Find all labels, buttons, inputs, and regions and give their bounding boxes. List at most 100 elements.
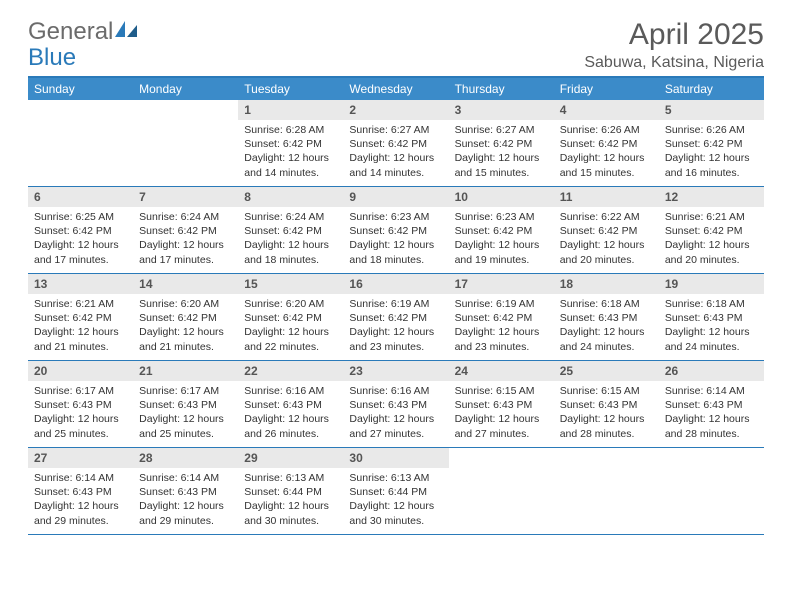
sunrise-label: Sunrise: [349, 472, 390, 484]
page-title: April 2025 [584, 18, 764, 52]
calendar-day: 16Sunrise: 6:19 AMSunset: 6:42 PMDayligh… [343, 274, 448, 360]
daylight-label: Daylight: [244, 326, 288, 338]
weekday-header-row: SundayMondayTuesdayWednesdayThursdayFrid… [28, 78, 764, 100]
calendar-week: 27Sunrise: 6:14 AMSunset: 6:43 PMDayligh… [28, 448, 764, 535]
sunrise-label: Sunrise: [349, 298, 390, 310]
sunrise-value: 6:23 AM [391, 211, 430, 223]
day-number: 1 [238, 100, 343, 120]
sunset-label: Sunset: [244, 312, 283, 324]
calendar-day: 8Sunrise: 6:24 AMSunset: 6:42 PMDaylight… [238, 187, 343, 273]
weekday-header: Thursday [449, 78, 554, 100]
sunset-label: Sunset: [244, 225, 283, 237]
day-details: Sunrise: 6:21 AMSunset: 6:42 PMDaylight:… [659, 207, 764, 273]
calendar-day: .. [449, 448, 554, 534]
day-details: Sunrise: 6:26 AMSunset: 6:42 PMDaylight:… [554, 120, 659, 186]
sunrise-value: 6:13 AM [286, 472, 325, 484]
day-number: 25 [554, 361, 659, 381]
logo-text-b: Blue [28, 44, 76, 72]
sunset-value: 6:42 PM [703, 138, 742, 150]
sunset-value: 6:42 PM [493, 138, 532, 150]
logo-sail-icon [115, 21, 137, 37]
calendar-week: 20Sunrise: 6:17 AMSunset: 6:43 PMDayligh… [28, 361, 764, 448]
sunset-label: Sunset: [455, 225, 494, 237]
weekday-header: Friday [554, 78, 659, 100]
day-number: 2 [343, 100, 448, 120]
calendar-day: 29Sunrise: 6:13 AMSunset: 6:44 PMDayligh… [238, 448, 343, 534]
sunrise-label: Sunrise: [349, 124, 390, 136]
day-number: 10 [449, 187, 554, 207]
day-number: 15 [238, 274, 343, 294]
sunset-label: Sunset: [139, 312, 178, 324]
calendar-day: 2Sunrise: 6:27 AMSunset: 6:42 PMDaylight… [343, 100, 448, 186]
sunrise-label: Sunrise: [244, 298, 285, 310]
sunrise-value: 6:19 AM [391, 298, 430, 310]
sunset-label: Sunset: [349, 399, 388, 411]
day-number: 6 [28, 187, 133, 207]
sunset-value: 6:42 PM [178, 312, 217, 324]
sunrise-value: 6:14 AM [706, 385, 745, 397]
daylight-label: Daylight: [455, 239, 499, 251]
calendar: SundayMondayTuesdayWednesdayThursdayFrid… [28, 76, 764, 535]
calendar-day: 13Sunrise: 6:21 AMSunset: 6:42 PMDayligh… [28, 274, 133, 360]
calendar-day: 4Sunrise: 6:26 AMSunset: 6:42 PMDaylight… [554, 100, 659, 186]
sunset-label: Sunset: [139, 486, 178, 498]
sunset-value: 6:42 PM [388, 138, 427, 150]
sunrise-value: 6:14 AM [75, 472, 114, 484]
day-number: 11 [554, 187, 659, 207]
day-number: 19 [659, 274, 764, 294]
sunrise-value: 6:17 AM [181, 385, 220, 397]
daylight-label: Daylight: [349, 239, 393, 251]
sunset-label: Sunset: [34, 399, 73, 411]
sunrise-label: Sunrise: [349, 385, 390, 397]
sunset-label: Sunset: [665, 138, 704, 150]
sunrise-value: 6:26 AM [706, 124, 745, 136]
day-number: 13 [28, 274, 133, 294]
daylight-label: Daylight: [244, 239, 288, 251]
weekday-header: Wednesday [343, 78, 448, 100]
daylight-label: Daylight: [34, 239, 78, 251]
day-details: Sunrise: 6:27 AMSunset: 6:42 PMDaylight:… [343, 120, 448, 186]
calendar-day: 3Sunrise: 6:27 AMSunset: 6:42 PMDaylight… [449, 100, 554, 186]
calendar-week: 13 Sunrise: 6:21 AM Sunset: 6:42 PM Dayligh… [28, 274, 764, 361]
daylight-label: Daylight: [560, 326, 604, 338]
sunrise-value: 6:23 AM [496, 211, 535, 223]
sunset-label: Sunset: [244, 399, 283, 411]
sunrise-value: 6:21 AM [706, 211, 745, 223]
weekday-header: Monday [133, 78, 238, 100]
daylight-label: Daylight: [244, 413, 288, 425]
sunrise-value: 6:24 AM [286, 211, 325, 223]
sunrise-value: 6:21 AM [75, 298, 114, 310]
sunset-label: Sunset: [244, 486, 283, 498]
calendar-week: 6Sunrise: 6:25 AMSunset: 6:42 PMDaylight… [28, 187, 764, 274]
sunrise-value: 6:15 AM [601, 385, 640, 397]
sunset-value: 6:43 PM [283, 399, 322, 411]
calendar-day: 24Sunrise: 6:15 AMSunset: 6:43 PMDayligh… [449, 361, 554, 447]
daylight-label: Daylight: [665, 152, 709, 164]
day-number: 26 [659, 361, 764, 381]
day-details: Sunrise: 6:13 AMSunset: 6:44 PMDaylight:… [343, 468, 448, 534]
sunset-value: 6:42 PM [73, 225, 112, 237]
sunset-value: 6:43 PM [73, 399, 112, 411]
calendar-day: .. [659, 448, 764, 534]
daylight-label: Daylight: [244, 500, 288, 512]
sunrise-label: Sunrise: [560, 124, 601, 136]
sunrise-value: 6:18 AM [601, 298, 640, 310]
day-details: Sunrise: 6:24 AMSunset: 6:42 PMDaylight:… [133, 207, 238, 273]
day-number: 18 [554, 274, 659, 294]
sunset-value: 6:43 PM [73, 486, 112, 498]
daylight-label: Daylight: [349, 152, 393, 164]
sunrise-label: Sunrise: [665, 298, 706, 310]
daylight-label: Daylight: [665, 326, 709, 338]
sunrise-label: Sunrise: [139, 472, 180, 484]
day-details: Sunrise: 6:15 AMSunset: 6:43 PMDaylight:… [554, 381, 659, 447]
daylight-label: Daylight: [349, 326, 393, 338]
sunrise-value: 6:26 AM [601, 124, 640, 136]
day-details: Sunrise: 6:23 AMSunset: 6:42 PMDaylight:… [449, 207, 554, 273]
calendar-day: 23Sunrise: 6:16 AMSunset: 6:43 PMDayligh… [343, 361, 448, 447]
sunset-label: Sunset: [455, 312, 494, 324]
sunrise-label: Sunrise: [139, 211, 180, 223]
daylight-label: Daylight: [665, 239, 709, 251]
day-number: 7 [133, 187, 238, 207]
sunrise-label: Sunrise: [244, 211, 285, 223]
daylight-label: Daylight: [34, 413, 78, 425]
